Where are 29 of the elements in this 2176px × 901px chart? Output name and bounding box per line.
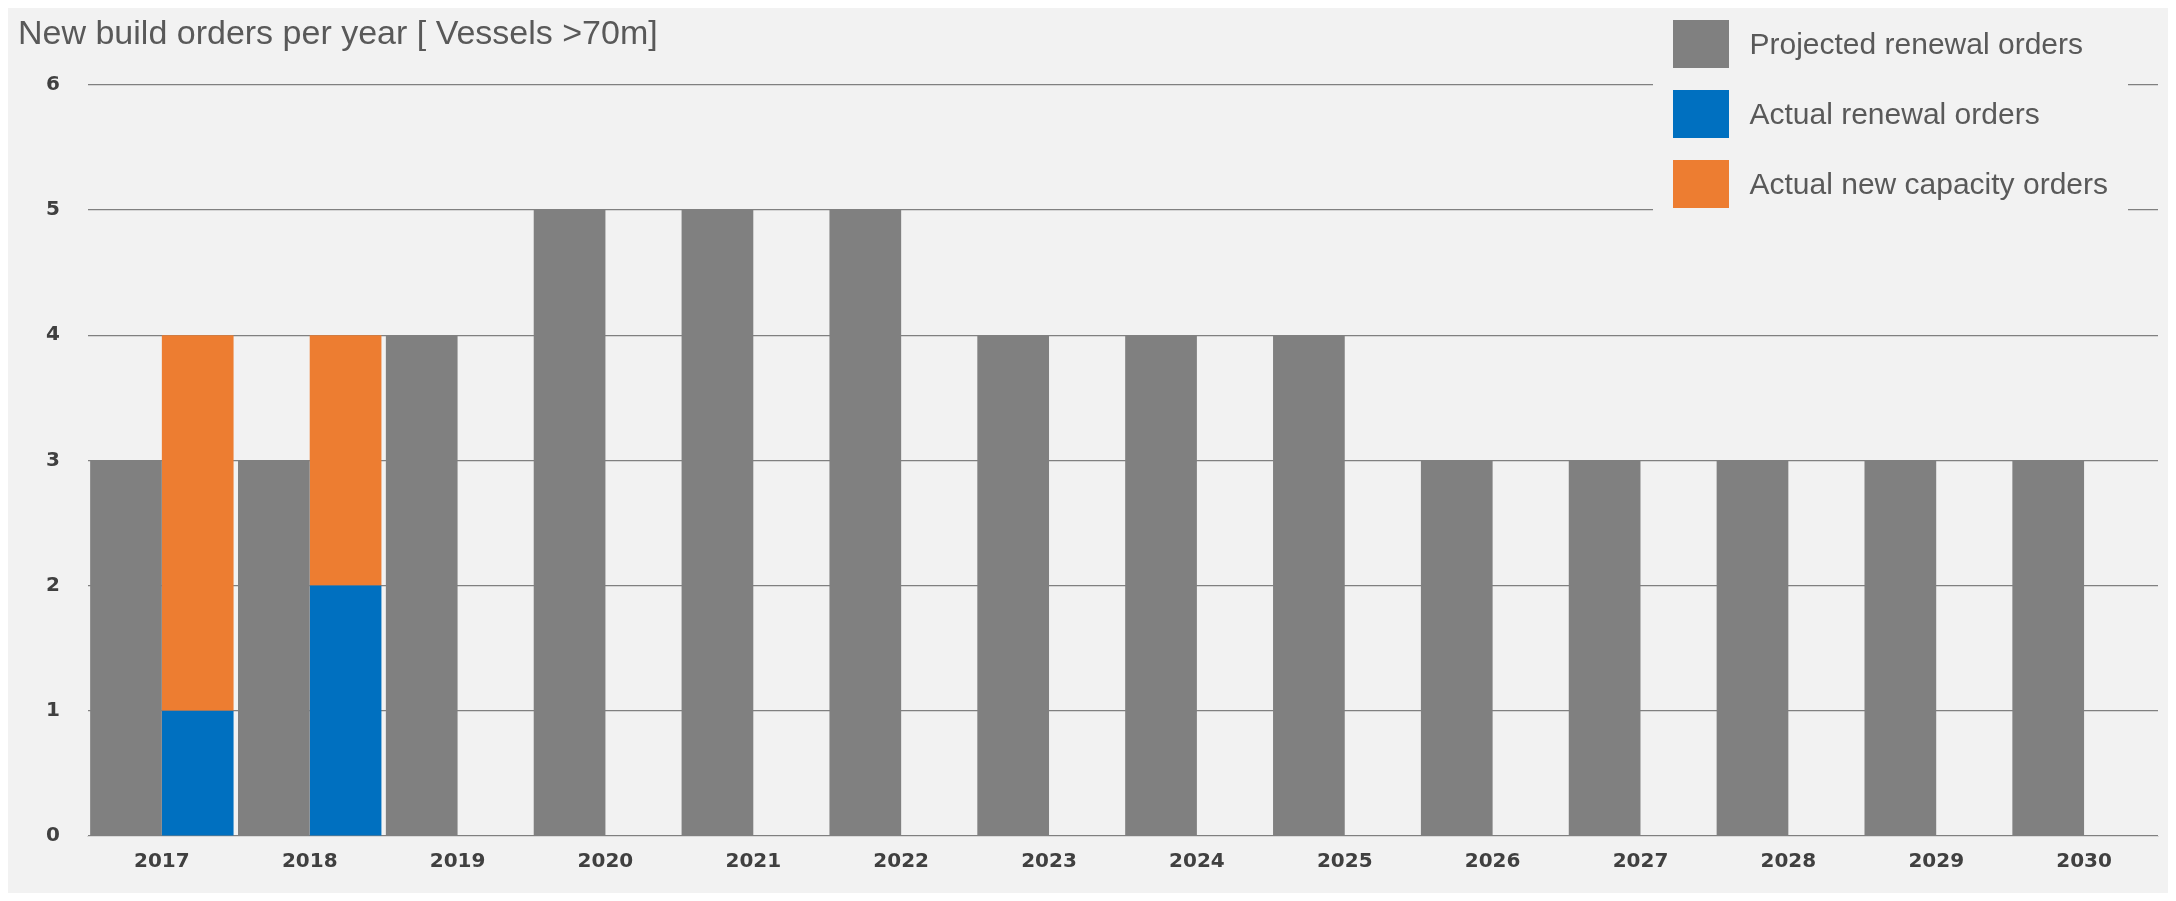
y-tick-label: 1	[45, 697, 60, 721]
legend-label: Actual new capacity orders	[1749, 167, 2108, 201]
bar	[161, 710, 234, 836]
x-tick-label: 2019	[429, 848, 486, 873]
x-tick-label: 2023	[1021, 848, 1077, 873]
x-tick-label: 2026	[1464, 848, 1521, 873]
y-tick-label: 4	[45, 321, 60, 346]
bar	[309, 585, 382, 836]
x-tick-label: 2021	[725, 848, 782, 873]
x-tick-label: 2017	[134, 848, 190, 873]
y-tick-label: 6	[45, 71, 60, 95]
bar	[161, 335, 234, 711]
x-tick-label: 2022	[873, 848, 929, 873]
legend-label: Actual renewal orders	[1749, 97, 2040, 131]
y-tick-label: 0	[45, 822, 60, 847]
y-tick-label: 2	[45, 571, 60, 596]
bar	[309, 335, 382, 586]
x-tick-label: 2025	[1316, 848, 1373, 873]
x-tick-label: 2030	[2056, 848, 2112, 873]
chart-title: New build orders per year [ Vessels >70m]	[18, 12, 658, 51]
x-tick-label: 2028	[1760, 848, 1817, 873]
x-tick-label: 2027	[1612, 848, 1669, 873]
x-tick-label: 2018	[281, 848, 338, 873]
y-tick-label: 3	[45, 446, 60, 471]
legend-label: Projected renewal orders	[1749, 27, 2083, 61]
x-tick-label: 2020	[577, 848, 634, 873]
x-tick-label: 2024	[1169, 848, 1225, 873]
y-tick-label: 5	[45, 196, 60, 221]
x-tick-label: 2029	[1908, 848, 1965, 873]
